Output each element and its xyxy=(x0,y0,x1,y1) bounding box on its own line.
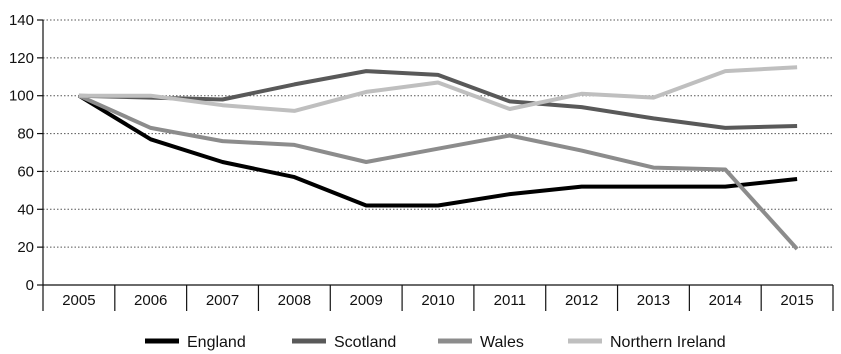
y-tick-label: 0 xyxy=(26,277,34,294)
x-tick-label: 2015 xyxy=(780,292,813,309)
y-tick-label: 80 xyxy=(17,126,34,143)
x-tick-label: 2009 xyxy=(349,292,382,309)
legend-label: England xyxy=(187,334,246,351)
x-tick-label: 2012 xyxy=(565,292,598,309)
y-tick-label: 140 xyxy=(9,12,34,29)
legend-label: Wales xyxy=(480,334,524,351)
x-tick-label: 2006 xyxy=(134,292,167,309)
y-tick-label: 40 xyxy=(17,201,34,218)
x-tick-label: 2005 xyxy=(62,292,95,309)
x-tick-label: 2014 xyxy=(709,292,742,309)
legend-label: Northern Ireland xyxy=(610,334,726,351)
y-axis: 0 20 40 60 80 100 120 140 xyxy=(9,12,44,294)
x-axis: 2005 2006 2007 2008 2009 2010 2011 2012 2013 2014… xyxy=(42,284,834,311)
series-line-wales xyxy=(78,93,799,251)
x-tick-label: 2013 xyxy=(637,292,670,309)
y-tick-label: 60 xyxy=(17,163,34,180)
y-tick-label: 120 xyxy=(9,50,34,67)
x-tick-label: 2008 xyxy=(278,292,311,309)
series-line-northern-ireland xyxy=(78,65,798,113)
gridlines xyxy=(43,19,833,248)
legend-label: Scotland xyxy=(334,334,396,351)
series-group xyxy=(77,65,799,251)
series-line-england xyxy=(77,93,798,208)
y-tick-label: 20 xyxy=(17,239,34,256)
y-tick-label: 100 xyxy=(9,88,34,105)
x-tick-label: 2007 xyxy=(206,292,239,309)
x-tick-label: 2010 xyxy=(421,292,454,309)
legend: England Scotland Wales Northern Ireland xyxy=(145,334,726,351)
series-line-scotland xyxy=(78,69,798,130)
x-tick-label: 2011 xyxy=(494,292,526,309)
